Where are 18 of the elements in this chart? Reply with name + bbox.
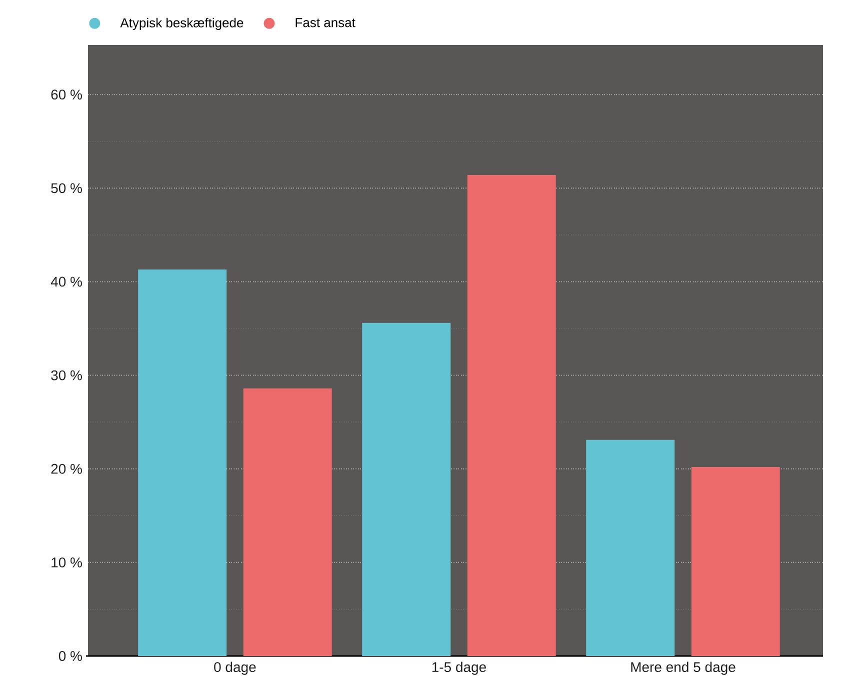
bar [691, 466, 780, 656]
y-tick-label: 10 % [52, 557, 82, 568]
x-tick-label: 0 dage [214, 662, 256, 675]
legend-label: Fast ansat [296, 18, 356, 28]
y-tick-label: 30 % [51, 370, 82, 380]
bar [586, 440, 675, 656]
y-tick-label: 40 % [50, 276, 82, 287]
bar [138, 270, 227, 656]
y-tick-label: 60 % [51, 90, 82, 100]
legend-label: Atypisk beskæftigede [120, 18, 244, 30]
y-tick-label: 0 % [58, 651, 82, 661]
bar [243, 388, 332, 656]
bar [362, 322, 451, 656]
x-tick-label: 1-5 dage [432, 662, 486, 675]
y-tick-label: 50 % [51, 183, 82, 194]
bar [467, 175, 556, 656]
x-tick-label: Mere end 5 dage [631, 662, 736, 675]
y-tick-label: 20 % [51, 464, 82, 474]
